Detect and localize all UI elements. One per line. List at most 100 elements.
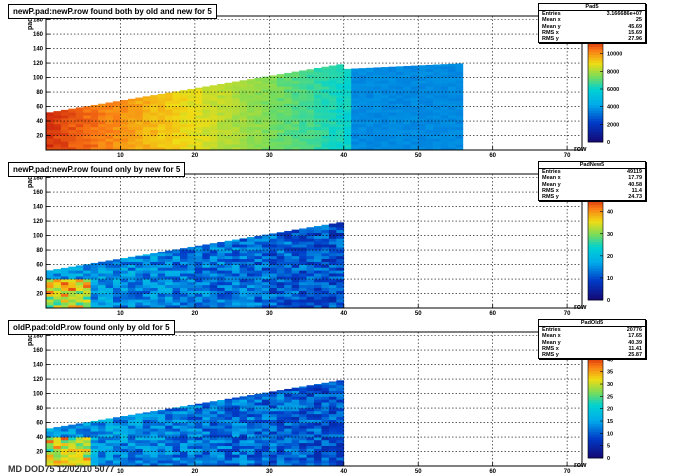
heatmap-cell bbox=[328, 381, 337, 383]
heatmap-cell bbox=[180, 250, 188, 254]
heatmap-cell bbox=[142, 129, 151, 133]
heatmap-cell bbox=[105, 445, 114, 449]
heatmap-cell bbox=[113, 101, 121, 104]
heatmap-cell bbox=[194, 439, 203, 444]
heatmap-cell bbox=[254, 270, 263, 274]
heatmap-cell bbox=[224, 410, 233, 415]
heatmap-cell bbox=[187, 448, 196, 452]
heatmap-cell bbox=[127, 121, 136, 125]
heatmap-cell bbox=[291, 405, 300, 409]
colorbar-tick-label: 0 bbox=[607, 298, 610, 304]
heatmap-cell bbox=[448, 71, 456, 75]
heatmap-cell bbox=[120, 454, 129, 458]
heatmap-cell bbox=[194, 434, 203, 438]
heatmap-cell bbox=[165, 419, 173, 423]
heatmap-cell bbox=[180, 132, 188, 136]
heatmap-cell bbox=[358, 132, 367, 136]
heatmap-cell bbox=[239, 147, 248, 151]
heatmap-cell bbox=[306, 80, 315, 84]
heatmap-cell bbox=[328, 223, 337, 225]
heatmap-cell bbox=[194, 123, 203, 128]
heatmap-cell bbox=[314, 144, 322, 148]
heatmap-cell bbox=[68, 135, 77, 139]
heatmap-cell bbox=[60, 463, 69, 467]
heatmap-cell bbox=[351, 115, 359, 119]
heatmap-cell bbox=[127, 132, 136, 136]
stats-row: Mean y 40.39 bbox=[542, 339, 642, 346]
heatmap-cell bbox=[261, 264, 270, 268]
heatmap-cell bbox=[224, 89, 233, 93]
heatmap-cell bbox=[366, 118, 374, 122]
heatmap-cell bbox=[135, 279, 144, 283]
heatmap-cell bbox=[321, 428, 330, 432]
heatmap-cell bbox=[209, 445, 218, 449]
heatmap-cell bbox=[314, 226, 322, 228]
heatmap-cell bbox=[247, 437, 255, 441]
heatmap-cell bbox=[306, 410, 315, 415]
heatmap-cell bbox=[194, 442, 203, 447]
heatmap-cell bbox=[68, 305, 77, 309]
heatmap-cell bbox=[336, 390, 345, 394]
heatmap-cell bbox=[343, 77, 352, 81]
heatmap-cell bbox=[269, 94, 278, 99]
heatmap-cell bbox=[418, 141, 426, 145]
heatmap-cell bbox=[120, 434, 129, 438]
heatmap-cell bbox=[314, 445, 322, 449]
heatmap-cell bbox=[336, 448, 345, 452]
heatmap-cell bbox=[90, 457, 99, 461]
heatmap-cell bbox=[254, 431, 263, 435]
heatmap-cell bbox=[388, 126, 397, 131]
x-tick-label: 30 bbox=[266, 153, 273, 158]
heatmap-cell bbox=[351, 112, 359, 116]
heatmap-cell bbox=[239, 287, 248, 291]
heatmap-cell bbox=[150, 448, 158, 452]
heatmap-cell bbox=[247, 123, 255, 128]
heatmap-cell bbox=[395, 97, 404, 102]
heatmap-cell bbox=[388, 71, 397, 75]
heatmap-cell bbox=[135, 413, 144, 418]
heatmap-cell bbox=[321, 445, 330, 449]
heatmap-cell bbox=[448, 115, 456, 119]
heatmap-cell bbox=[254, 302, 263, 306]
heatmap-cell bbox=[448, 80, 456, 84]
heatmap-cell bbox=[261, 425, 270, 429]
heatmap-cell bbox=[299, 419, 307, 423]
heatmap-cell bbox=[328, 100, 337, 104]
heatmap-cell bbox=[381, 147, 389, 151]
heatmap-cell bbox=[113, 284, 121, 289]
heatmap-cell bbox=[299, 71, 307, 75]
heatmap-cell bbox=[142, 428, 151, 432]
heatmap-cell bbox=[343, 123, 352, 128]
heatmap-cell bbox=[217, 123, 225, 128]
heatmap-cell bbox=[105, 103, 114, 107]
heatmap-cell bbox=[276, 448, 285, 452]
heatmap-cell bbox=[336, 264, 345, 268]
heatmap-cell bbox=[299, 100, 307, 104]
heatmap-cell bbox=[328, 428, 337, 432]
heatmap-cell bbox=[314, 273, 322, 277]
heatmap-cell bbox=[336, 129, 345, 133]
heatmap-cell bbox=[314, 287, 322, 291]
heatmap-cell bbox=[217, 425, 225, 429]
heatmap-cell bbox=[269, 290, 278, 294]
heatmap-cell bbox=[448, 97, 456, 102]
heatmap-cell bbox=[261, 250, 270, 254]
heatmap-cell bbox=[284, 97, 292, 102]
heatmap-cell bbox=[276, 129, 285, 133]
heatmap-cell bbox=[433, 115, 441, 119]
heatmap-cell bbox=[269, 235, 278, 239]
heatmap-cell bbox=[46, 135, 54, 139]
heatmap-cell bbox=[448, 144, 456, 148]
heatmap-cell bbox=[269, 431, 278, 435]
heatmap-cell bbox=[239, 425, 248, 429]
heatmap-cell bbox=[321, 296, 330, 300]
heatmap-cell bbox=[321, 439, 330, 444]
heatmap-cell bbox=[194, 451, 203, 455]
heatmap-cell bbox=[381, 67, 389, 70]
heatmap-cell bbox=[395, 132, 404, 136]
heatmap-cell bbox=[127, 416, 136, 420]
heatmap-cell bbox=[83, 457, 91, 461]
heatmap-cell bbox=[187, 422, 196, 426]
heatmap-cell bbox=[269, 241, 278, 245]
heatmap-cell bbox=[60, 267, 69, 271]
